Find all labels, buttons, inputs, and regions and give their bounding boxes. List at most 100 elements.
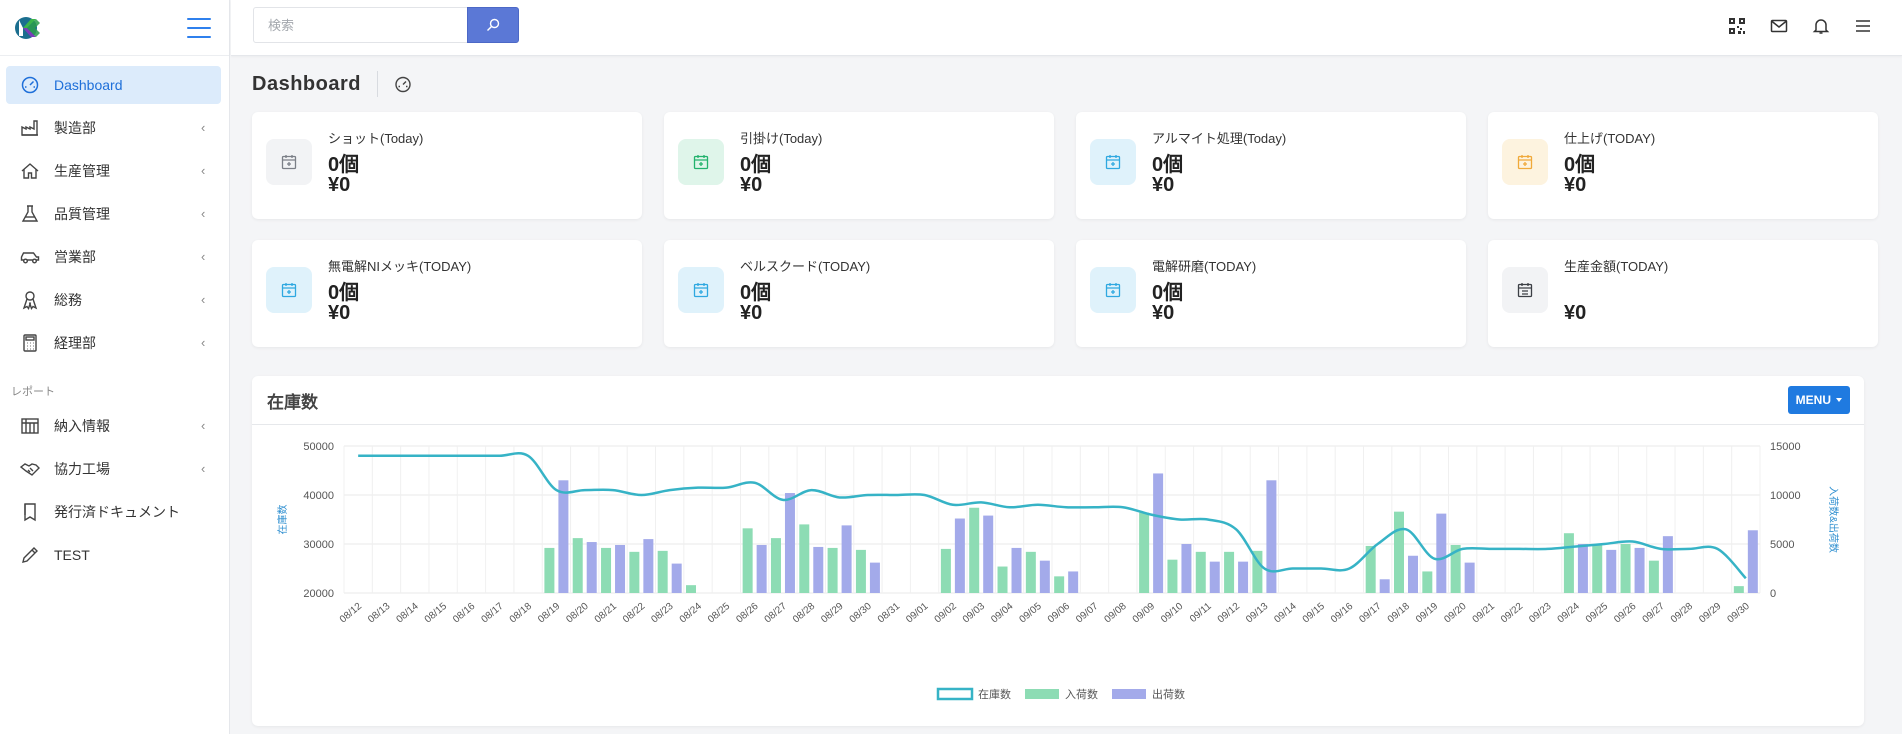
bar-inbound xyxy=(1195,551,1206,593)
sidebar-item-label: Dashboard xyxy=(54,77,123,93)
bar-outbound xyxy=(1747,530,1758,593)
x-tick-label: 09/24 xyxy=(1556,601,1583,626)
sidebar-item-quality[interactable]: 品質管理 ‹ xyxy=(6,195,221,233)
card-count: 0個 xyxy=(328,282,360,304)
bar-outbound xyxy=(1266,480,1277,593)
sidebar-toggle-icon[interactable] xyxy=(187,17,211,38)
x-tick-label: 09/30 xyxy=(1726,601,1753,626)
summary-card-alumite: アルマイト処理(Today) 0個 ¥0 xyxy=(1076,112,1466,219)
bar-outbound xyxy=(1181,544,1192,593)
page-title: Dashboard xyxy=(252,72,361,95)
x-tick-label: 08/31 xyxy=(876,601,903,626)
qr-code-icon[interactable] xyxy=(1728,17,1746,35)
x-tick-label: 09/07 xyxy=(1074,601,1101,626)
bar-inbound xyxy=(997,566,1008,593)
x-tick-label: 09/29 xyxy=(1697,601,1724,626)
x-tick-label: 09/15 xyxy=(1301,601,1328,626)
x-tick-label: 09/22 xyxy=(1499,601,1526,626)
search-input[interactable] xyxy=(253,7,467,43)
sidebar-item-partner-factory[interactable]: 協力工場 ‹ xyxy=(6,450,221,488)
card-amount: ¥0 xyxy=(328,302,351,324)
company-logo[interactable] xyxy=(12,16,44,40)
sidebar-item-label: 品質管理 xyxy=(54,206,110,222)
x-tick-label: 09/23 xyxy=(1527,601,1554,626)
x-tick-label: 08/12 xyxy=(338,601,365,626)
page-header: Dashboard xyxy=(252,56,1864,112)
sidebar-item-issued-documents[interactable]: 発行済ドキュメント xyxy=(6,493,221,531)
bar-inbound xyxy=(855,549,866,593)
document-icon xyxy=(20,502,40,522)
x-tick-label: 08/24 xyxy=(678,601,705,626)
x-tick-label: 09/04 xyxy=(989,601,1016,626)
bar-inbound xyxy=(1592,544,1603,593)
bar-inbound xyxy=(940,548,951,593)
x-tick-label: 09/05 xyxy=(1018,601,1045,626)
y-right-tick-label: 15000 xyxy=(1770,441,1801,453)
y-right-tick-label: 0 xyxy=(1770,588,1776,600)
bar-inbound xyxy=(969,507,980,593)
mail-icon[interactable] xyxy=(1770,17,1788,35)
sidebar-item-general-affairs[interactable]: 総務 ‹ xyxy=(6,281,221,319)
inventory-panel: 在庫数 MENU 20000 30000 40000 50000 0 5000 10000 1… xyxy=(252,376,1864,726)
menu-icon[interactable] xyxy=(1854,17,1872,35)
card-title: 仕上げ(TODAY) xyxy=(1564,131,1656,146)
summary-card-production-amount: 生産金額(TODAY) ¥0 xyxy=(1488,240,1878,347)
calendar-icon xyxy=(678,267,724,313)
card-title: ベルスクード(TODAY) xyxy=(740,259,871,274)
sidebar-item-accounting[interactable]: 経理部 ‹ xyxy=(6,324,221,362)
y-left-axis-title: 在庫数 xyxy=(276,505,289,535)
search-button[interactable] xyxy=(467,7,519,43)
x-tick-label: 08/19 xyxy=(536,601,563,626)
x-tick-label: 08/16 xyxy=(451,601,478,626)
x-tick-label: 09/21 xyxy=(1471,601,1498,626)
pen-icon xyxy=(20,545,40,565)
bar-inbound xyxy=(770,538,781,593)
sidebar-item-production[interactable]: 生産管理 ‹ xyxy=(6,152,221,190)
menu-dropdown-button[interactable]: MENU xyxy=(1787,386,1850,414)
sidebar-item-dashboard[interactable]: Dashboard xyxy=(6,66,221,104)
bar-inbound xyxy=(1422,571,1433,593)
card-amount: ¥0 xyxy=(740,302,763,324)
x-tick-label: 08/17 xyxy=(479,601,506,626)
bar-inbound xyxy=(686,585,696,593)
bar-outbound xyxy=(1238,561,1249,593)
calendar-icon xyxy=(678,139,724,185)
y-left-tick-label: 20000 xyxy=(303,588,334,600)
bar-outbound xyxy=(1436,513,1447,593)
topbar-icons xyxy=(1728,17,1872,35)
x-tick-label: 08/26 xyxy=(734,601,761,626)
bell-icon[interactable] xyxy=(1812,17,1830,35)
sidebar-item-delivery[interactable]: 納入情報 ‹ xyxy=(6,407,221,445)
header-divider xyxy=(376,71,378,97)
x-tick-label: 09/06 xyxy=(1046,601,1073,626)
card-amount: ¥0 xyxy=(1152,302,1175,324)
search-icon xyxy=(487,18,500,31)
x-tick-label: 09/17 xyxy=(1357,601,1384,626)
bar-outbound xyxy=(1011,547,1022,593)
sidebar-item-test[interactable]: TEST xyxy=(6,536,221,574)
summary-card-belscude: ベルスクード(TODAY) 0個 ¥0 xyxy=(664,240,1054,347)
summary-card-hanging: 引掛け(Today) 0個 ¥0 xyxy=(664,112,1054,219)
calculator-icon xyxy=(20,333,40,353)
bar-inbound xyxy=(1450,544,1461,593)
x-tick-label: 09/16 xyxy=(1329,601,1356,626)
bar-outbound xyxy=(1153,473,1164,593)
bar-outbound xyxy=(983,515,994,593)
bar-outbound xyxy=(1662,536,1673,593)
sidebar-item-sales[interactable]: 営業部 ‹ xyxy=(6,238,221,276)
x-tick-label: 09/26 xyxy=(1612,601,1639,626)
bar-outbound xyxy=(558,480,569,593)
main-content: Dashboard ショット(Today) 0個 ¥0 引掛け(Today) 0… xyxy=(252,56,1878,726)
bar-inbound xyxy=(572,538,583,593)
card-count: 0個 xyxy=(1564,154,1596,176)
bar-inbound xyxy=(1365,545,1376,593)
calendar-icon xyxy=(1502,267,1548,313)
sidebar-item-manufacturing[interactable]: 製造部 ‹ xyxy=(6,109,221,147)
legend-label: 在庫数 xyxy=(978,687,1011,701)
brand-bar xyxy=(0,0,229,56)
x-tick-label: 08/28 xyxy=(791,601,818,626)
bar-outbound xyxy=(954,518,965,593)
bar-inbound xyxy=(1394,511,1404,593)
car-icon xyxy=(20,247,40,267)
bar-outbound xyxy=(1379,579,1390,593)
